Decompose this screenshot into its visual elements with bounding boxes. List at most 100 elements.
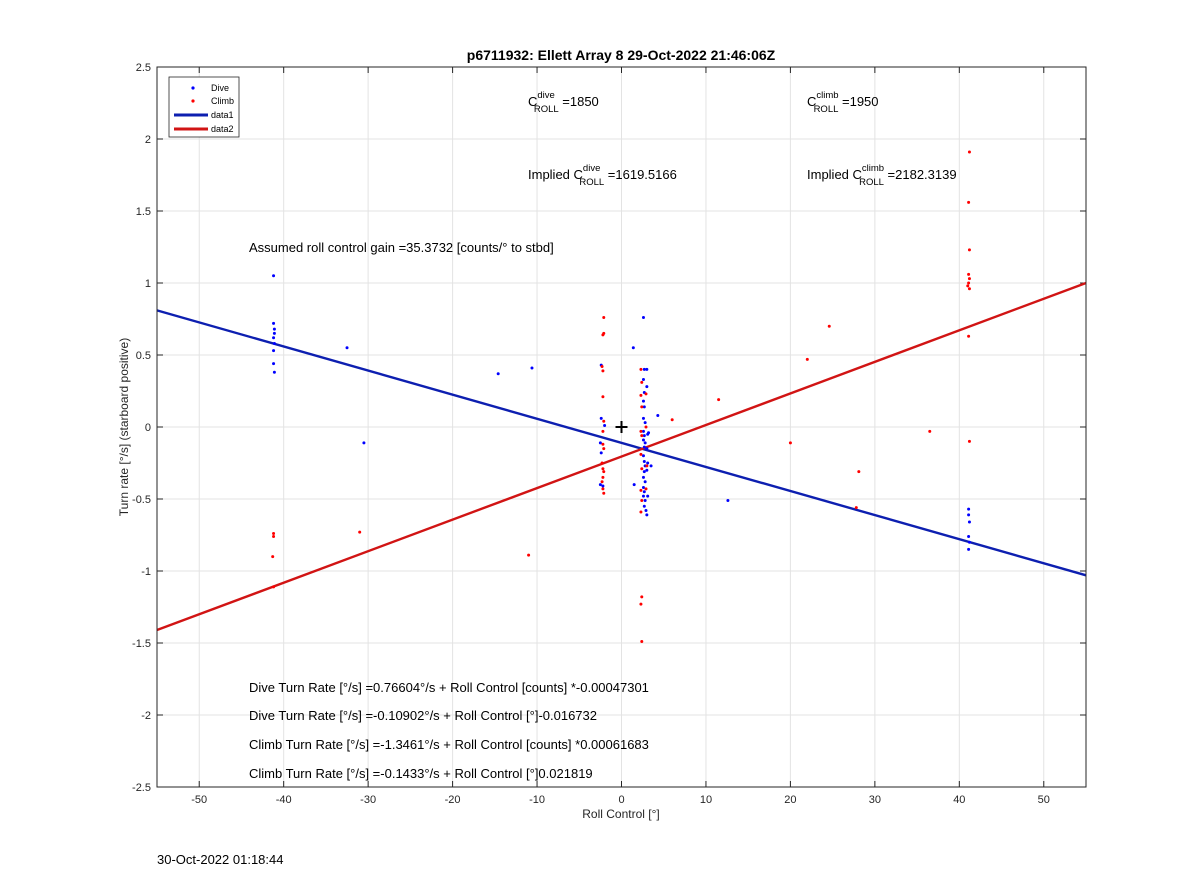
climb-point: [645, 464, 649, 468]
annotation-climb-fit-degrees: Climb Turn Rate [°/s] =-0.1433°/s + Roll…: [249, 766, 593, 781]
dive-point: [599, 416, 603, 420]
climb-point: [640, 405, 644, 409]
dive-point: [641, 399, 645, 403]
climb-point: [640, 467, 644, 471]
y-tick-label: 2: [145, 134, 151, 146]
climb-point: [967, 200, 971, 204]
y-tick-label: 1.5: [136, 206, 151, 218]
dive-point: [272, 362, 276, 366]
y-tick-label: 1: [145, 278, 151, 290]
dive-point: [641, 377, 645, 381]
x-axis-label: Roll Control [°]: [582, 807, 660, 821]
climb-point: [602, 470, 606, 474]
annotation-dive-fit-degrees: Dive Turn Rate [°/s] =-0.10902°/s + Roll…: [249, 708, 597, 723]
climb-point: [601, 475, 605, 479]
dive-point: [641, 429, 645, 433]
dive-point: [641, 485, 645, 489]
dive-point: [646, 461, 650, 465]
climb-point: [717, 398, 721, 402]
x-tick-label: 50: [1038, 794, 1050, 806]
climb-point: [602, 447, 606, 451]
data2-fit-line: [156, 281, 1087, 632]
dive-point: [345, 346, 349, 350]
dive-point: [642, 367, 646, 371]
climb-point: [600, 365, 604, 369]
climb-point: [967, 287, 971, 291]
dive-point: [967, 507, 971, 511]
y-tick-label: -1.5: [132, 638, 151, 650]
dive-point: [642, 470, 646, 474]
y-axis-ticks: -2.5 -2 -1.5 -1 -0.5 0 0.5 1 1.5 2 2.5: [132, 62, 1086, 794]
x-tick-label: 40: [953, 794, 965, 806]
dive-point: [643, 441, 647, 445]
climb-point: [600, 480, 604, 484]
climb-point: [527, 553, 531, 557]
dive-point: [642, 504, 646, 508]
y-tick-label: 2.5: [136, 62, 151, 74]
dive-point: [643, 498, 647, 502]
climb-point: [272, 585, 276, 589]
dive-point: [642, 490, 646, 494]
dive-point: [598, 441, 602, 445]
dive-point: [645, 385, 649, 389]
climb-point: [601, 429, 605, 433]
climb-point: [827, 324, 831, 328]
climb-point: [967, 272, 971, 276]
dive-point: [603, 424, 607, 428]
dive-point: [726, 498, 730, 502]
dive-point: [645, 367, 649, 371]
x-tick-label: 30: [869, 794, 881, 806]
data1-fit-line: [156, 309, 1087, 577]
climb-point: [602, 491, 606, 495]
climb-point: [967, 281, 971, 285]
climb-point: [640, 380, 644, 384]
climb-point: [601, 442, 605, 446]
climb-point: [358, 530, 362, 534]
climb-point: [857, 470, 861, 474]
climb-point: [272, 532, 276, 536]
dive-point: [272, 370, 276, 374]
dive-point: [272, 341, 276, 345]
dive-point: [645, 468, 649, 472]
dive-point: [642, 445, 646, 449]
dive-point: [647, 431, 651, 435]
climb-point: [966, 284, 970, 288]
dive-point: [642, 405, 646, 409]
dive-point: [642, 434, 646, 438]
dive-point: [649, 464, 653, 468]
legend-box: [168, 76, 240, 138]
legend-climb-marker: [191, 99, 195, 103]
y-tick-label: 0: [145, 422, 151, 434]
data-points: [271, 150, 971, 644]
dive-point: [643, 421, 647, 425]
legend-dive-label: Dive: [211, 83, 229, 93]
dive-point: [272, 336, 276, 340]
x-tick-label: 0: [618, 794, 624, 806]
chart-title: p6711932: Ellett Array 8 29-Oct-2022 21:…: [467, 47, 776, 63]
dive-point: [601, 484, 605, 488]
legend: Dive Climb data1 data2: [168, 76, 240, 138]
annotation-c-roll-dive: Cdive ROLL =1850: [528, 90, 599, 115]
climb-point: [600, 461, 604, 465]
x-axis-ticks: -50 -40 -30 -20 -10 0 10 20 30 40 50: [191, 67, 1050, 806]
dive-point: [272, 274, 276, 278]
climb-point: [670, 418, 674, 422]
dive-point: [530, 366, 534, 370]
x-tick-label: -50: [191, 794, 207, 806]
dive-point: [641, 438, 645, 442]
dive-point: [646, 494, 650, 498]
y-tick-label: -0.5: [132, 494, 151, 506]
x-tick-label: -30: [360, 794, 376, 806]
climb-point: [639, 429, 643, 433]
dive-point: [656, 413, 660, 417]
climb-point: [967, 439, 971, 443]
climb-point: [644, 487, 648, 491]
climb-point: [928, 429, 932, 433]
footer-timestamp: 30-Oct-2022 01:18:44: [157, 852, 284, 867]
climb-point: [967, 150, 971, 154]
dive-point: [641, 475, 645, 479]
climb-point: [639, 393, 643, 397]
dive-point: [645, 447, 649, 451]
climb-point: [601, 369, 605, 373]
climb-point: [805, 357, 809, 361]
